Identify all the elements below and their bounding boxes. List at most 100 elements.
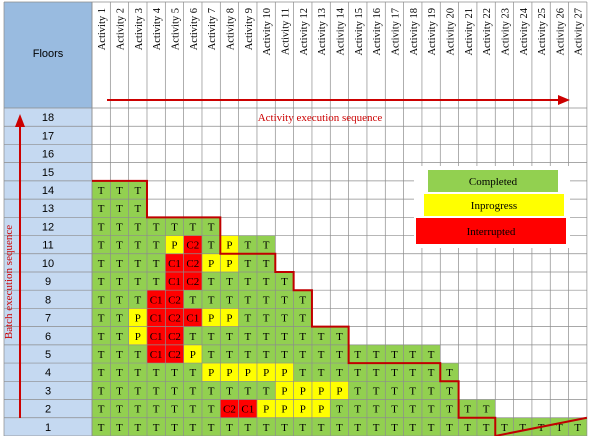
schedule-cell-label: P [263,404,269,416]
schedule-cell-label: T [446,367,453,379]
schedule-cell [110,344,129,364]
schedule-cell [183,381,202,400]
legend-label: Interrupted [467,226,516,238]
schedule-cell [366,381,386,400]
schedule-cell [220,417,239,436]
schedule-cell-label: T [263,349,270,361]
schedule-cell [256,363,276,382]
activity-header-label: Activity 22 [482,8,493,56]
schedule-cell-label: T [244,331,251,343]
schedule-cell-label: T [244,385,251,397]
schedule-cell-label: T [373,404,380,416]
schedule-cell [110,363,129,382]
schedule-cell [92,308,111,327]
schedule-cell-label: T [98,313,105,325]
schedule-cell [366,399,386,418]
schedule-cell [201,290,221,309]
schedule-cell [146,271,166,291]
schedule-cell [110,271,129,291]
schedule-cell-label: T [134,203,141,215]
floor-number: 18 [42,112,54,124]
schedule-cell [183,271,202,291]
schedule-cell-label: T [281,313,288,325]
schedule-cell-label: T [446,404,453,416]
schedule-cell-label: C2 [186,276,199,288]
schedule-cell [293,399,312,418]
schedule-cell [238,381,257,400]
schedule-cell [110,417,129,436]
schedule-cell-label: T [226,294,233,306]
schedule-cell [256,399,276,418]
schedule-cell-label: T [373,367,380,379]
schedule-cell-label: T [299,367,306,379]
schedule-cell-label: T [483,422,490,434]
floor-number: 17 [42,130,54,142]
schedule-cell [165,381,184,400]
schedule-cell [92,399,111,418]
progress-boundary-line [92,179,588,436]
schedule-cell [128,180,147,200]
schedule-cell [220,381,239,400]
schedule-cell-label: P [263,367,269,379]
schedule-cell [92,199,111,218]
activity-header-label: Activity 19 [427,8,438,56]
schedule-cell [92,417,111,436]
schedule-cell [330,344,349,364]
activity-header-label: Activity 27 [574,8,585,56]
schedule-cell [275,399,294,418]
schedule-cell-label: T [354,385,361,397]
schedule-cell-label: T [336,422,343,434]
schedule-cell [220,271,239,291]
schedule-cell [201,399,221,418]
schedule-cell-label: T [263,331,270,343]
schedule-cell-label: T [336,404,343,416]
activity-header-label: Activity 8 [225,8,236,50]
schedule-cell [293,363,312,382]
schedule-cell [293,326,312,345]
schedule-cell-label: T [171,221,178,233]
schedule-cell-label: T [318,349,325,361]
activity-header-label: Activity 9 [244,8,255,50]
schedule-cell [165,326,184,345]
schedule-cell [110,235,129,254]
schedule-cell-label: P [300,385,306,397]
activity-header-label: Activity 23 [500,8,511,56]
schedule-cell-label: T [556,422,563,434]
activity-sequence-label: Activity execution sequence [258,112,383,124]
schedule-cell [256,344,276,364]
schedule-cell [238,417,257,436]
schedule-cell-label: T [208,422,215,434]
schedule-cell-label: T [98,385,105,397]
schedule-cell-label: C1 [150,349,163,361]
schedule-cell [110,399,129,418]
schedule-cell-label: T [189,367,196,379]
schedule-cell-label: T [354,404,361,416]
schedule-cell-label: T [354,367,361,379]
schedule-cell [421,381,441,400]
schedule-cell [293,417,312,436]
schedule-cell [385,381,404,400]
schedule-cell-label: P [245,367,251,379]
schedule-cell [146,381,166,400]
schedule-cell-label: T [116,221,123,233]
schedule-cell-label: T [134,221,141,233]
schedule-cell [128,253,147,272]
schedule-cell [220,290,239,309]
schedule-cell-label: T [153,240,160,252]
schedule-cell [146,290,166,309]
schedule-cell-label: T [153,385,160,397]
schedule-cell-label: C1 [168,258,181,270]
activity-header-label: Activity 10 [262,8,273,56]
schedule-cell [330,417,349,436]
schedule-cell-label: T [373,385,380,397]
schedule-cell [201,417,221,436]
schedule-cell [238,344,257,364]
schedule-cell-label: T [244,240,251,252]
floors-header-cell [4,2,92,108]
schedule-cell [183,290,202,309]
schedule-cell [403,363,422,382]
schedule-cell-label: T [98,294,105,306]
schedule-cell-label: C1 [168,276,181,288]
schedule-cell [183,344,202,364]
schedule-cell-label: T [299,313,306,325]
